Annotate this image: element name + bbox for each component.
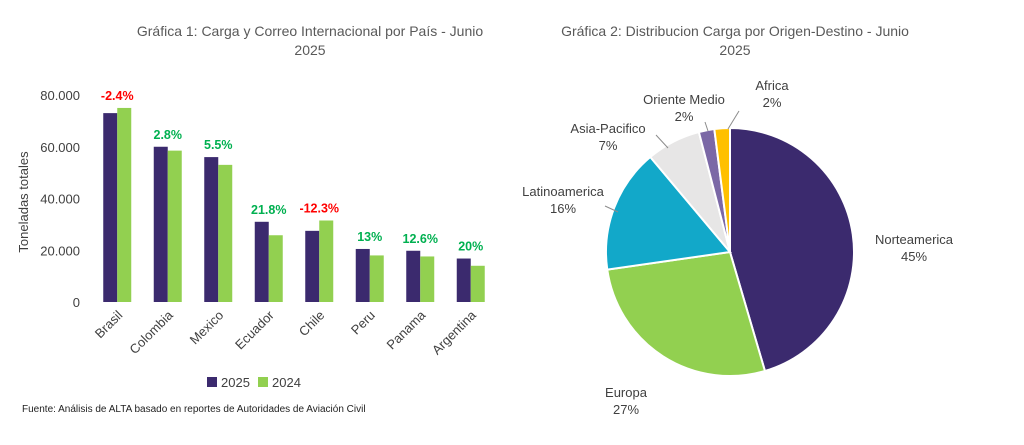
x-tick-label: Argentina	[429, 307, 480, 358]
x-tick-label: Chile	[296, 308, 328, 340]
x-tick-label: Brasil	[92, 307, 126, 341]
pie-chart: Norteamerica 45% Europa 27% Latinoamerica 16%…	[522, 78, 954, 417]
pie-slice-norteamerica	[729, 126, 855, 373]
bar-2024-brasil	[117, 107, 132, 302]
change-label-brasil: -2.4%	[101, 89, 134, 103]
pie-pct-oriente medio: 2%	[675, 109, 694, 124]
bar-chart-title: Gráfica 1: Carga y Correo Internacional …	[137, 23, 483, 39]
pie-label-europa: Europa	[605, 385, 648, 400]
y-tick-label: 80.000	[40, 88, 80, 103]
pie-label-norteamerica: Norteamerica	[875, 232, 954, 247]
x-tick-label: Colombia	[126, 307, 176, 357]
x-tick-label: Peru	[348, 308, 378, 338]
bar-2024-peru	[369, 255, 384, 302]
legend-swatch-2025	[207, 377, 217, 387]
x-tick-label: Mexico	[187, 308, 227, 348]
pie-leader-line	[727, 110, 740, 130]
pie-chart-title: Gráfica 2: Distribucion Carga por Origen…	[561, 23, 909, 39]
pie-pct-europa: 27%	[613, 402, 639, 417]
bar-2025-ecuador	[254, 221, 269, 302]
pie-pct-africa: 2%	[763, 95, 782, 110]
change-label-panama: 12.6%	[403, 232, 438, 246]
bar-2024-ecuador	[268, 235, 283, 302]
pie-slice-latinoamerica	[605, 155, 732, 271]
y-tick-label: 40.000	[40, 192, 80, 207]
change-label-chile: -12.3%	[299, 201, 339, 215]
pie-label-asia-pacifico: Asia-Pacifico	[570, 121, 645, 136]
change-label-peru: 13%	[357, 230, 382, 244]
bar-2025-brasil	[103, 113, 118, 302]
y-tick-label: 60.000	[40, 140, 80, 155]
pie-pct-latinoamerica: 16%	[550, 201, 576, 216]
legend-swatch-2024	[258, 377, 268, 387]
pie-chart-title-year: 2025	[719, 42, 750, 58]
bar-2024-argentina	[470, 265, 485, 302]
legend-label-2025: 2025	[221, 375, 250, 390]
bar-2025-mexico	[204, 157, 219, 302]
pie-pct-asia-pacifico: 7%	[599, 138, 618, 153]
bar-2025-colombia	[153, 146, 168, 302]
bar-2024-mexico	[218, 164, 233, 302]
change-label-ecuador: 21.8%	[251, 203, 286, 217]
source-note: Fuente: Análisis de ALTA basado en repor…	[22, 404, 366, 415]
bar-2024-colombia	[167, 150, 182, 302]
bar-chart-title-year: 2025	[294, 42, 325, 58]
change-label-argentina: 20%	[458, 240, 483, 254]
pie-slice-africa	[713, 126, 731, 253]
y-tick-label: 20.000	[40, 243, 80, 258]
pie-leader-line	[704, 121, 709, 132]
pie-pct-norteamerica: 45%	[901, 249, 927, 264]
bar-2024-panama	[420, 256, 435, 302]
y-axis-label: Toneladas totales	[16, 151, 31, 253]
pie-label-latinoamerica: Latinoamerica	[522, 184, 604, 199]
y-tick-label: 0	[73, 295, 80, 310]
bar-chart: 0 20.000 40.000 60.000 80.000 -2.4% Brasil 2.8%…	[40, 88, 485, 357]
bar-2025-chile	[305, 230, 320, 302]
change-label-mexico: 5.5%	[204, 138, 233, 152]
bar-2025-panama	[406, 250, 421, 302]
pie-label-africa: Africa	[755, 78, 789, 93]
pie-leader-line	[655, 134, 669, 149]
pie-leader-line	[604, 205, 619, 213]
pie-label-oriente medio: Oriente Medio	[643, 92, 725, 107]
pie-slice-europa	[606, 250, 767, 377]
bar-2024-chile	[319, 220, 334, 302]
bar-2025-argentina	[456, 258, 471, 302]
legend-label-2024: 2024	[272, 375, 301, 390]
x-tick-label: Panama	[384, 307, 429, 352]
bar-2025-peru	[355, 248, 370, 302]
x-tick-label: Ecuador	[232, 307, 277, 352]
change-label-colombia: 2.8%	[154, 128, 183, 142]
